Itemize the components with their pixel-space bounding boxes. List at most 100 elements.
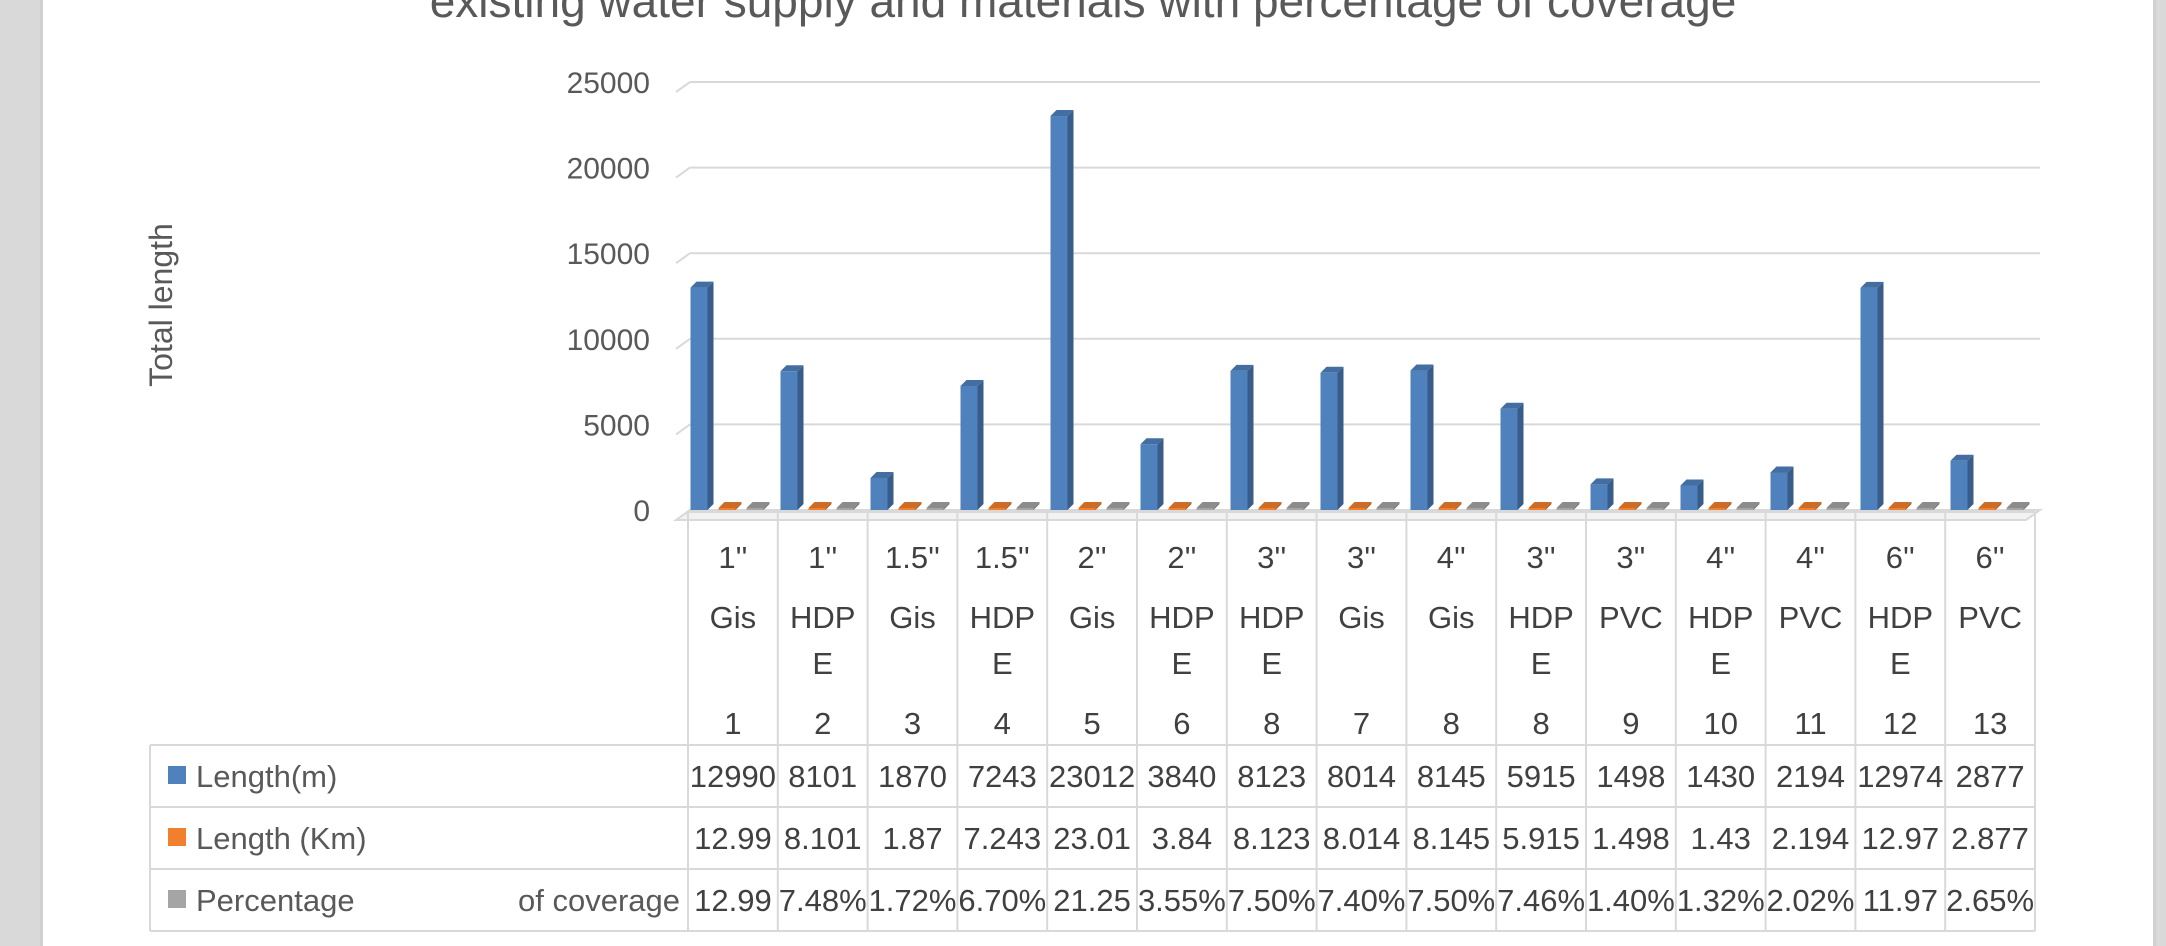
- category-size: 1.5'': [885, 540, 940, 575]
- bar: [836, 502, 860, 510]
- bar-top: [988, 502, 1012, 508]
- bar: [1860, 281, 1884, 510]
- bar-side: [1933, 502, 1940, 510]
- bar: [1438, 502, 1462, 510]
- table-cell: 23012: [1049, 759, 1135, 794]
- bar-front: [1860, 287, 1878, 510]
- category-number: 7: [1353, 706, 1370, 741]
- bar-top: [1888, 502, 1912, 508]
- table-cell: 2194: [1776, 759, 1845, 794]
- bar-top: [1016, 502, 1040, 508]
- data-table: Length(m) 12990 8101 1870 7243 23012 3840 8123 8…: [149, 744, 2036, 932]
- table-cell: 7.50%: [1407, 883, 1495, 918]
- bar-side: [1787, 466, 1794, 510]
- bar-side: [1483, 502, 1490, 510]
- bar-side: [1967, 454, 1974, 510]
- bar-top: [1348, 502, 1372, 508]
- bar: [2006, 502, 2030, 510]
- category-material: E: [1261, 646, 1282, 681]
- bar-front: [1826, 508, 1844, 510]
- bar: [1078, 502, 1102, 510]
- bar-top: [1708, 502, 1732, 508]
- bar-side: [1635, 502, 1642, 510]
- bar-front: [718, 508, 736, 510]
- bar-top: [1466, 502, 1490, 508]
- bar-top: [808, 502, 832, 508]
- table-cell: 1430: [1686, 759, 1755, 794]
- y-tick-label: 20000: [567, 153, 650, 186]
- category-material: Gis: [1069, 600, 1116, 635]
- chart-title: existing water supply and materials with…: [429, 0, 1737, 27]
- bar-top: [2006, 502, 2030, 508]
- category-size: 4'': [1706, 540, 1735, 575]
- bar-front: [960, 385, 978, 510]
- bar-front: [1286, 508, 1304, 510]
- category-size: 1'': [718, 540, 747, 575]
- bar: [1798, 502, 1822, 510]
- bar-top: [1916, 502, 1940, 508]
- category-material: HDP: [1239, 600, 1304, 635]
- table-cell: 11.97: [1863, 883, 1938, 918]
- category-number: 1: [724, 706, 741, 741]
- bar-top: [1680, 479, 1704, 486]
- bar-side: [1517, 402, 1524, 510]
- category-size: 3'': [1257, 540, 1286, 575]
- bar-front: [1078, 508, 1096, 510]
- table-cell: 1870: [878, 759, 947, 794]
- table-cell: 2.877: [1951, 821, 2029, 856]
- bar-front: [1348, 508, 1366, 510]
- category-size: 1.5'': [975, 540, 1030, 575]
- table-cell: 8101: [788, 759, 857, 794]
- table-cell: 7.40%: [1318, 883, 1406, 918]
- category-size: 6'': [1886, 540, 1915, 575]
- bar: [780, 365, 804, 510]
- bar: [1230, 364, 1254, 510]
- bar-front: [1168, 508, 1186, 510]
- bar-top: [1106, 502, 1130, 508]
- bar: [1708, 502, 1732, 510]
- bar-top: [1556, 502, 1580, 508]
- category-number: 11: [1794, 706, 1826, 741]
- bar: [1196, 502, 1220, 510]
- category-size: 2'': [1167, 540, 1196, 575]
- bar-top: [1258, 502, 1282, 508]
- table-cell: 7243: [968, 759, 1037, 794]
- category-number: 3: [904, 706, 921, 741]
- category-size: 3'': [1527, 540, 1556, 575]
- bar: [1736, 502, 1760, 510]
- bar: [1376, 502, 1400, 510]
- table-cell: 8.145: [1413, 821, 1491, 856]
- table-cell: 8014: [1327, 759, 1396, 794]
- category-material: E: [1890, 646, 1911, 681]
- table-cell: 7.50%: [1228, 883, 1316, 918]
- table-cell: 1.87: [882, 821, 942, 856]
- bar-front: [1050, 116, 1068, 511]
- bar-top: [718, 502, 742, 508]
- bar-side: [1303, 502, 1310, 510]
- table-cell: 21.25: [1053, 883, 1131, 918]
- chart-frame: [40, 0, 2156, 946]
- bar-front: [1708, 508, 1726, 510]
- bar-side: [1607, 478, 1614, 510]
- table-cell: 3.84: [1152, 821, 1212, 856]
- legend-label: Length (Km): [196, 821, 367, 856]
- table-cell: 5.915: [1502, 821, 1580, 856]
- bar-side: [763, 502, 770, 510]
- bar-front: [808, 508, 826, 510]
- category-number: 8: [1263, 706, 1280, 741]
- x-axis-categories: 1'' Gis 1 1'' HDP E 2 1.5'' Gis 3 1.5'' HDP E 4 2'' Gis…: [687, 511, 2036, 745]
- bar-side: [1725, 502, 1732, 510]
- bar: [1680, 479, 1704, 510]
- bar-top: [1646, 502, 1670, 508]
- gridline-depth: [675, 166, 691, 179]
- category-material: Gis: [1338, 600, 1385, 635]
- bar-front: [1736, 508, 1754, 510]
- bar-front: [1618, 508, 1636, 510]
- category-number: 10: [1703, 706, 1737, 741]
- category-size: 6'': [1976, 540, 2005, 575]
- bar-side: [887, 471, 894, 510]
- bar-top: [1770, 466, 1794, 473]
- bar-side: [1455, 502, 1462, 510]
- bar-front: [1950, 460, 1968, 510]
- bar: [1410, 364, 1434, 510]
